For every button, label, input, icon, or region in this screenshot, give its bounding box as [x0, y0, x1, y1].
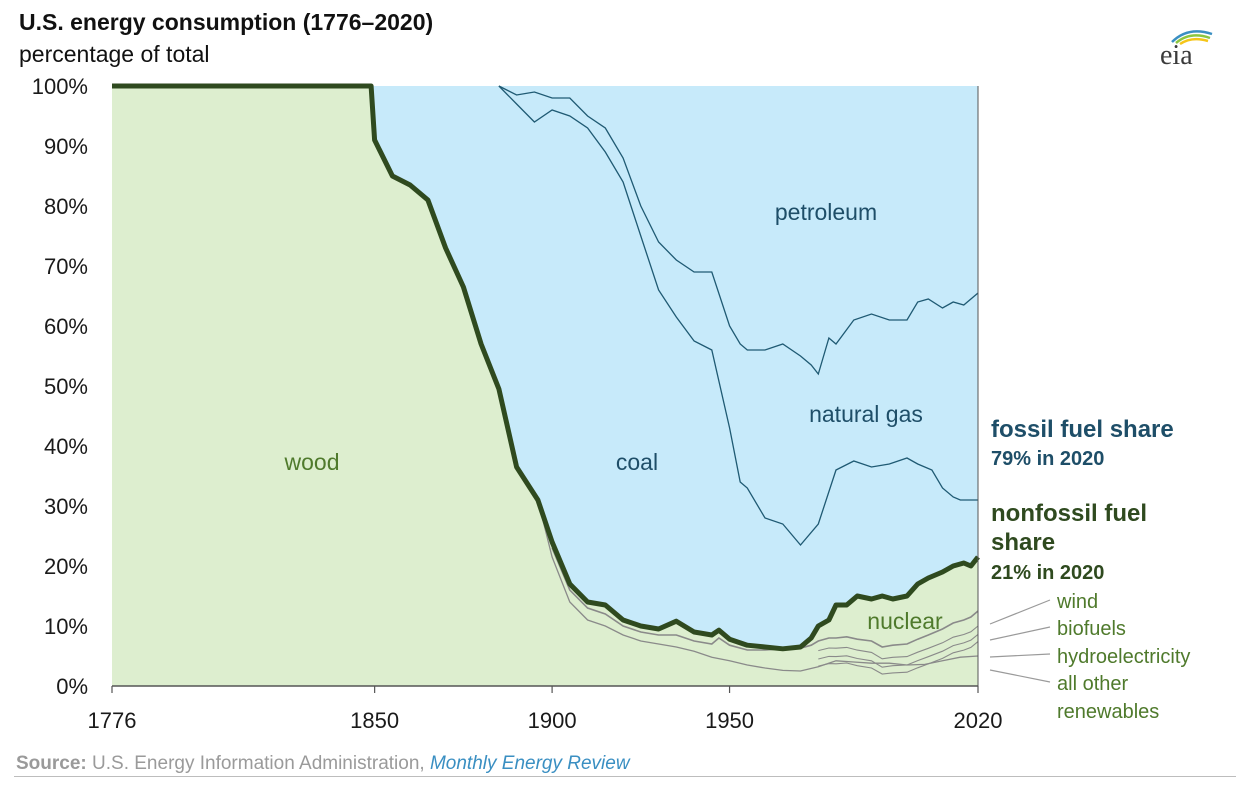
renewables-sub-line-3 [818, 641, 979, 675]
y-tick-label: 100% [32, 74, 88, 99]
wind-label: wind [1056, 591, 1098, 613]
x-tick-label: 1900 [528, 708, 577, 733]
x-tick-label: 2020 [954, 708, 1003, 733]
y-tick-label: 60% [44, 314, 88, 339]
renewables-sub-line-1 [818, 625, 979, 660]
other-renewables-leader-line [989, 669, 1051, 683]
coal-gas-boundary-line [498, 85, 978, 547]
all-other-renewables-label-1: all other [1057, 673, 1128, 695]
wood-label: wood [284, 449, 340, 475]
chart-title: U.S. energy consumption (1776–2020) [19, 9, 434, 35]
fossil-share-title: fossil fuel share [991, 416, 1174, 443]
renewables-sub-line-2 [818, 633, 979, 668]
biofuels-leader-line [989, 626, 1051, 641]
wind-leader-line [989, 599, 1051, 625]
hydroelectricity-leader-line [989, 653, 1051, 658]
eia-logo-text: eia [1160, 40, 1193, 70]
all-other-renewables-label-2: renewables [1057, 701, 1159, 723]
fossil-share-value: 79% in 2020 [991, 448, 1104, 470]
hydroelectricity-label: hydroelectricity [1057, 646, 1190, 668]
y-tick-label: 10% [44, 614, 88, 639]
y-tick-label: 70% [44, 254, 88, 279]
source-text: U.S. Energy Information Administration, [92, 753, 425, 774]
x-tick-label: 1776 [88, 708, 137, 733]
source-label: Source: [16, 753, 87, 774]
nonfossil-share-title-1: nonfossil fuel [991, 500, 1147, 527]
petroleum-label: petroleum [775, 199, 877, 225]
x-tick-label: 1950 [705, 708, 754, 733]
gas-petroleum-boundary-line [498, 85, 979, 376]
y-tick-label: 30% [44, 494, 88, 519]
y-tick-label: 80% [44, 194, 88, 219]
footer-rule [14, 776, 1236, 777]
nonfossil-share-title-2: share [991, 529, 1055, 556]
nonfossil-share-line [112, 83, 980, 652]
source-note: Source: U.S. Energy Information Administ… [16, 753, 630, 775]
y-tick-label: 40% [44, 434, 88, 459]
eia-logo: eia [1160, 30, 1213, 70]
y-tick-label: 50% [44, 374, 88, 399]
nonfossil-share-value: 21% in 2020 [991, 562, 1104, 584]
natural-gas-label: natural gas [809, 401, 923, 427]
renewables-stack-line [551, 547, 979, 651]
chart-subtitle: percentage of total [19, 41, 210, 67]
x-tick-label: 1850 [350, 708, 399, 733]
coal-label: coal [616, 449, 658, 475]
nonfossil-fuel-area [112, 86, 978, 686]
y-tick-label: 90% [44, 134, 88, 159]
biofuels-label: biofuels [1057, 618, 1126, 640]
y-tick-label: 20% [44, 554, 88, 579]
nuclear-label: nuclear [867, 608, 943, 634]
y-tick-label: 0% [56, 674, 88, 699]
source-publication-link[interactable]: Monthly Energy Review [429, 753, 630, 774]
